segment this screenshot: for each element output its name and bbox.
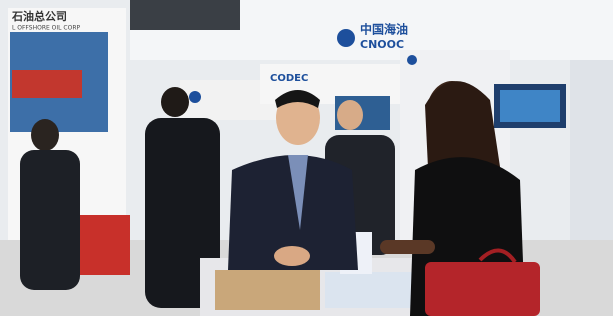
sign-text: CNOOC	[360, 38, 404, 51]
ship	[12, 70, 82, 98]
person-body	[20, 150, 80, 290]
photo: 石油总公司 L OFFSHORE OIL CORP 中国海油 CNOOC COD…	[0, 0, 613, 316]
brochure	[325, 272, 415, 308]
hands	[274, 246, 310, 266]
person-head	[31, 119, 59, 151]
person-head	[161, 87, 189, 117]
arm	[380, 240, 435, 254]
display-stand	[570, 60, 613, 270]
sign-text: CODEC	[270, 73, 308, 84]
sign-text: L OFFSHORE OIL CORP	[12, 25, 81, 32]
brochure	[215, 270, 320, 310]
person-head	[337, 100, 363, 130]
screen-image	[500, 90, 560, 122]
red-bag	[425, 262, 540, 316]
logo	[407, 55, 417, 65]
sign-text: 石油总公司	[11, 9, 67, 23]
sign-text: 中国海油	[360, 22, 408, 37]
logo	[189, 91, 201, 103]
page: 石油总公司 L OFFSHORE OIL CORP 中国海油 CNOOC COD…	[0, 0, 613, 316]
ceiling-dark	[130, 0, 240, 30]
logo	[337, 29, 355, 47]
